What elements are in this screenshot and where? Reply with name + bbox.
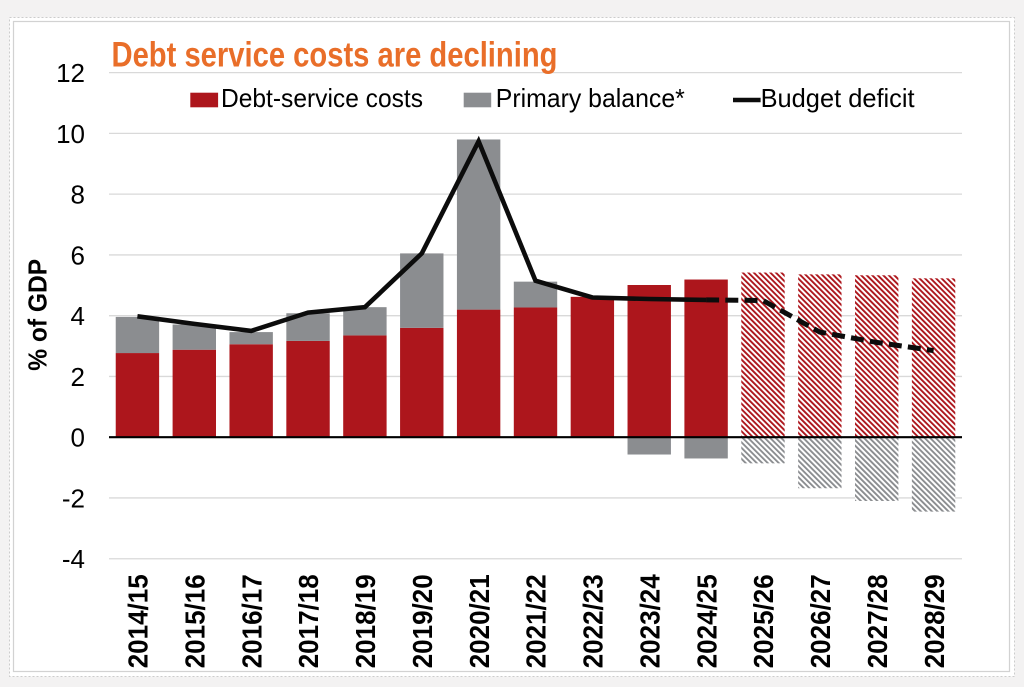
svg-text:% of GDP: % of GDP xyxy=(23,259,53,371)
svg-text:-4: -4 xyxy=(62,544,85,574)
svg-text:2017/18: 2017/18 xyxy=(293,574,324,668)
svg-text:2023/24: 2023/24 xyxy=(634,574,665,668)
svg-text:Primary balance*: Primary balance* xyxy=(496,83,685,113)
svg-text:2026/27: 2026/27 xyxy=(805,574,836,668)
svg-text:8: 8 xyxy=(71,180,85,210)
svg-text:2021/22: 2021/22 xyxy=(521,574,552,668)
svg-text:2016/17: 2016/17 xyxy=(236,574,267,668)
svg-text:2: 2 xyxy=(71,362,85,392)
svg-text:2022/23: 2022/23 xyxy=(578,574,609,668)
svg-text:10: 10 xyxy=(56,119,85,149)
svg-text:2028/29: 2028/29 xyxy=(919,574,950,668)
svg-text:2019/20: 2019/20 xyxy=(407,574,438,668)
svg-text:Budget deficit: Budget deficit xyxy=(761,83,916,113)
svg-text:12: 12 xyxy=(56,58,85,88)
svg-text:2025/26: 2025/26 xyxy=(748,574,779,668)
svg-text:Debt-service costs: Debt-service costs xyxy=(221,83,423,113)
svg-text:6: 6 xyxy=(71,240,85,270)
svg-text:2015/16: 2015/16 xyxy=(180,574,211,668)
svg-text:0: 0 xyxy=(71,423,85,453)
svg-text:-2: -2 xyxy=(62,483,85,513)
svg-text:Debt service costs are declini: Debt service costs are declining xyxy=(112,35,558,75)
svg-text:2014/15: 2014/15 xyxy=(123,574,154,668)
svg-text:2027/28: 2027/28 xyxy=(862,574,893,668)
svg-text:2020/21: 2020/21 xyxy=(464,574,495,668)
svg-text:2018/19: 2018/19 xyxy=(350,574,381,668)
svg-text:2024/25: 2024/25 xyxy=(691,574,722,668)
svg-text:4: 4 xyxy=(71,301,85,331)
